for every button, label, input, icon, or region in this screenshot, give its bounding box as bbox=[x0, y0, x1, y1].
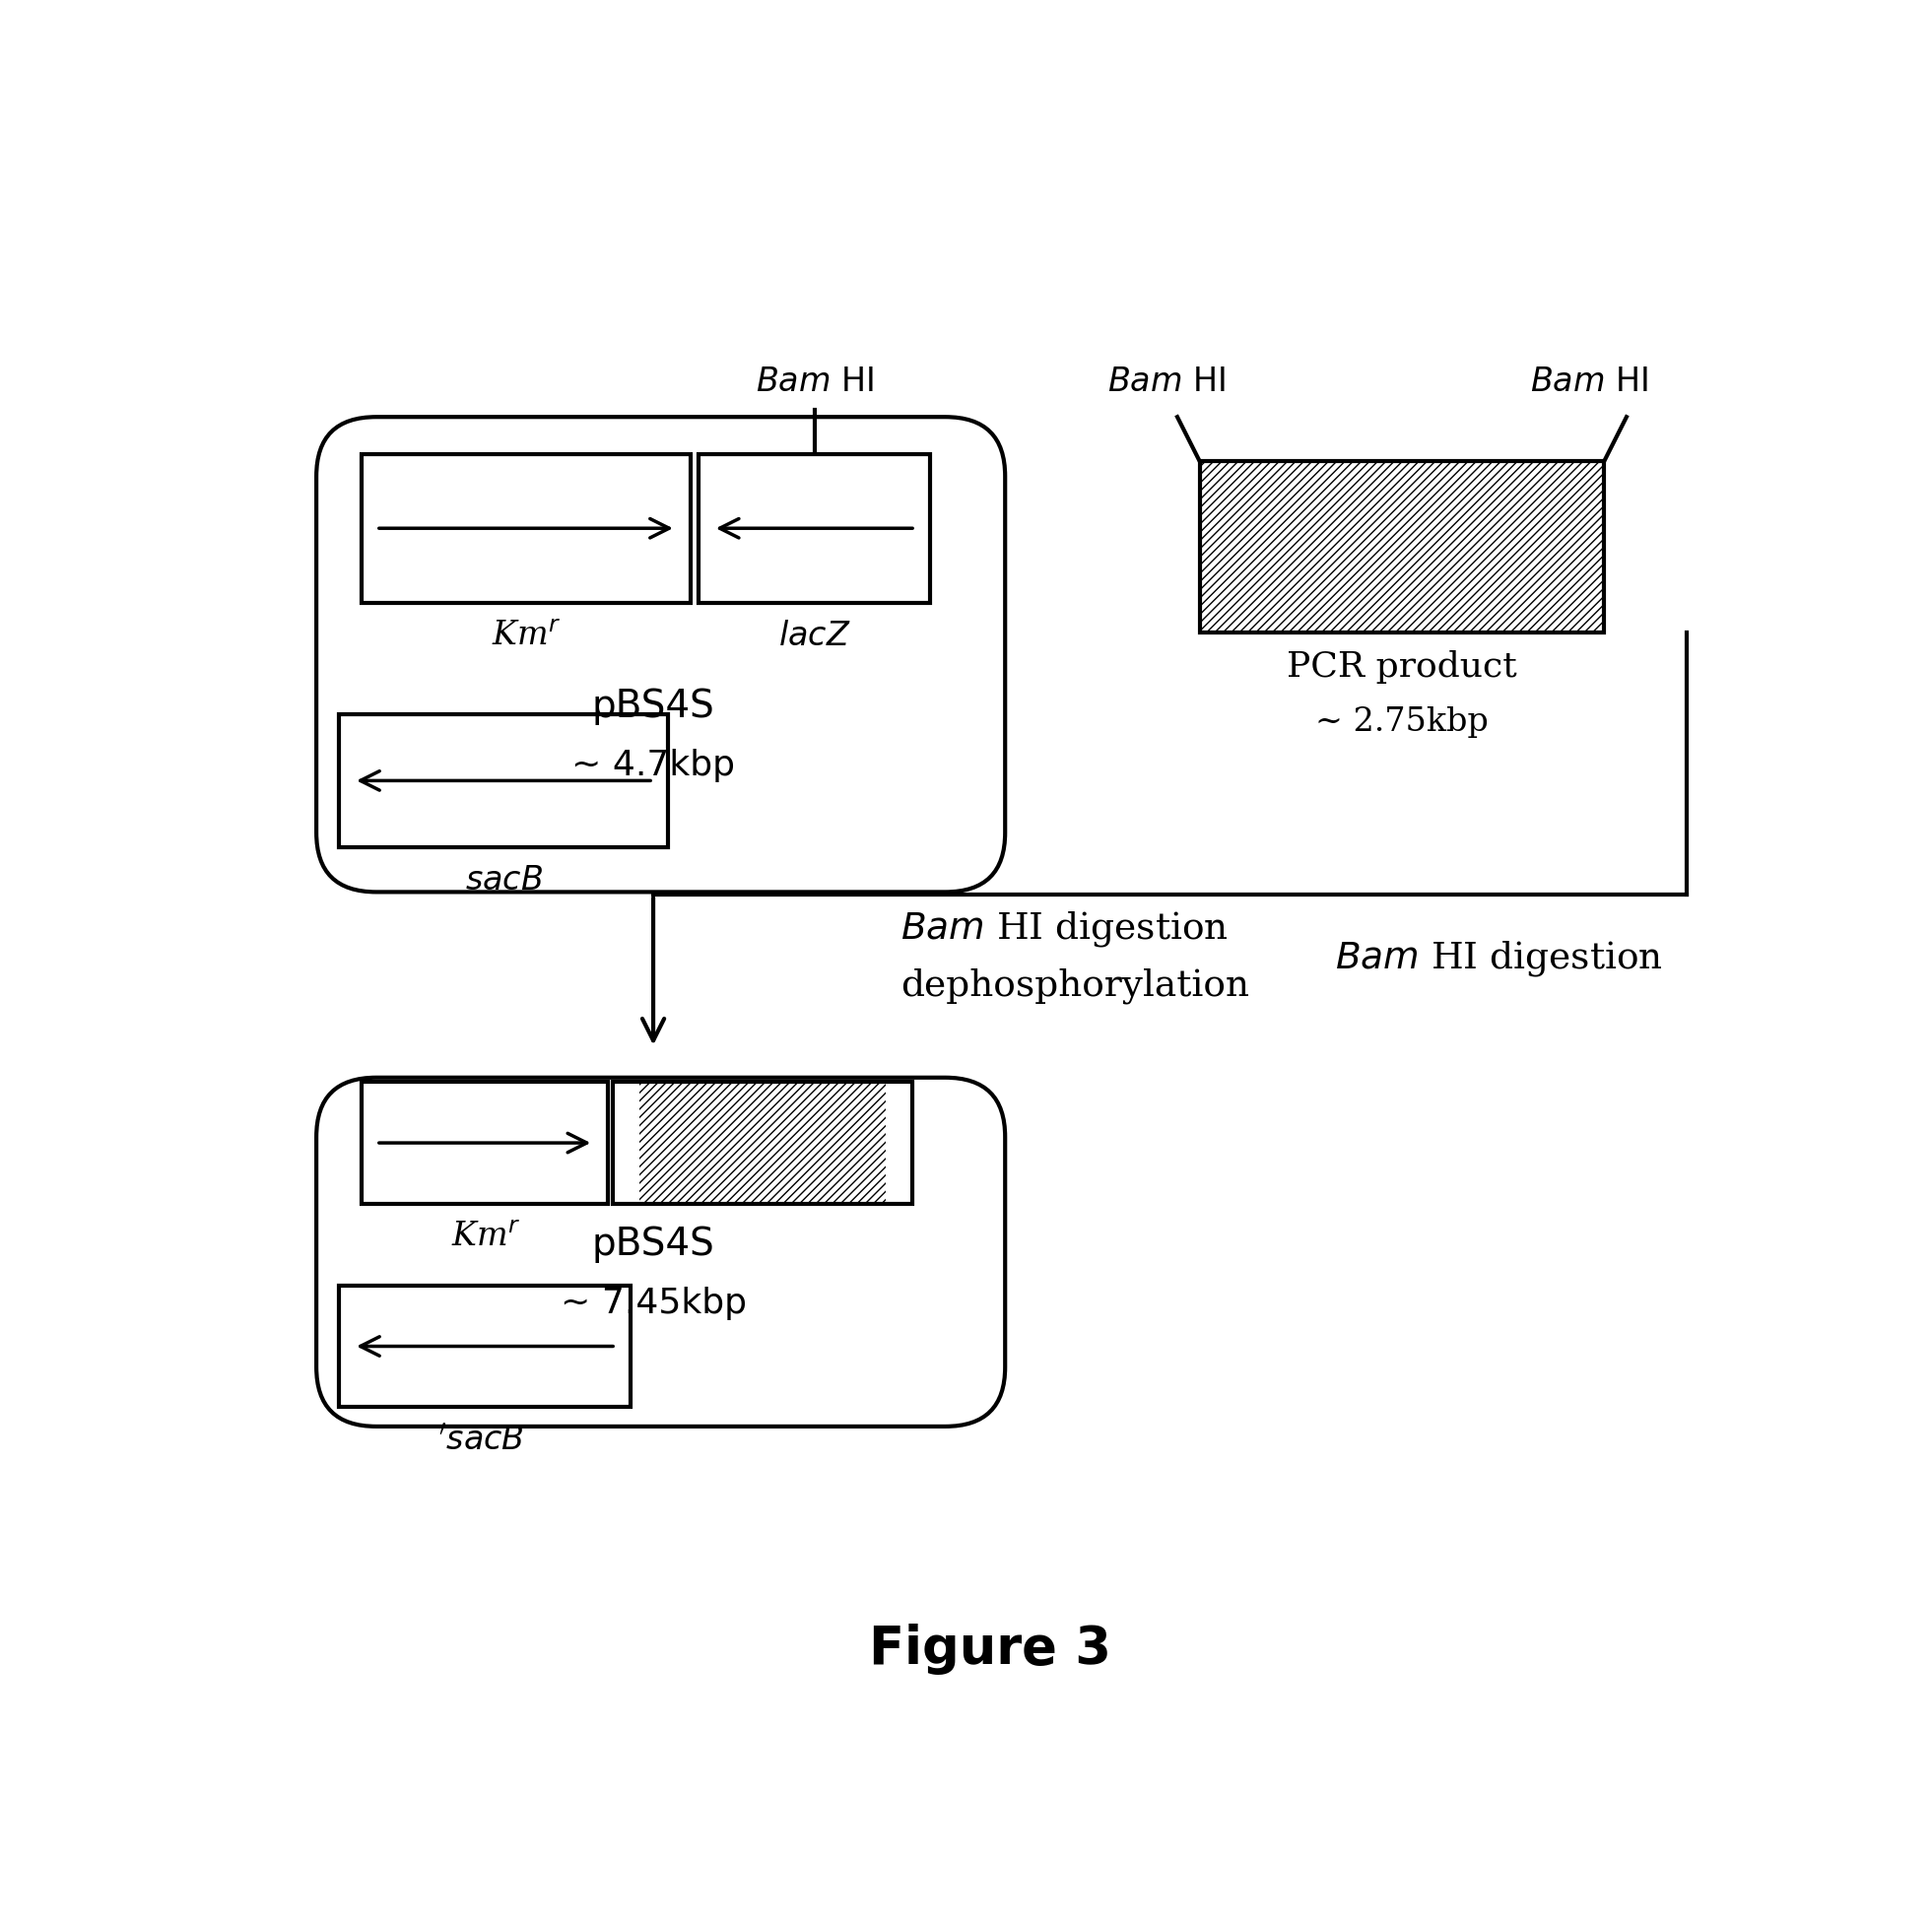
Text: $\it{Bam}$ HI: $\it{Bam}$ HI bbox=[755, 364, 873, 397]
Bar bbox=[639, 1082, 885, 1203]
Text: Km$^r$: Km$^r$ bbox=[491, 621, 560, 652]
Text: Km$^r$: Km$^r$ bbox=[450, 1222, 520, 1253]
Text: $\it{Bam}$ HI: $\it{Bam}$ HI bbox=[1107, 364, 1227, 397]
Bar bbox=[885, 1082, 912, 1203]
Text: $\it{Bam}$ HI digestion: $\it{Bam}$ HI digestion bbox=[900, 910, 1229, 949]
Text: $\it{Bam}$ HI: $\it{Bam}$ HI bbox=[1530, 364, 1648, 397]
Text: Figure 3: Figure 3 bbox=[869, 1623, 1111, 1675]
Bar bbox=[338, 1286, 632, 1407]
Text: $\it{'sacB}$: $\it{'sacB}$ bbox=[439, 1425, 524, 1456]
Text: pBS4S: pBS4S bbox=[591, 1224, 715, 1263]
Text: ~ 7.45kbp: ~ 7.45kbp bbox=[560, 1286, 746, 1321]
Text: $\it{Bam}$ HI digestion: $\it{Bam}$ HI digestion bbox=[1335, 939, 1663, 979]
Bar bbox=[361, 1082, 609, 1203]
Text: ~ 2.75kbp: ~ 2.75kbp bbox=[1316, 706, 1488, 738]
Text: PCR product: PCR product bbox=[1287, 650, 1517, 684]
Bar bbox=[697, 455, 931, 602]
Text: dephosphorylation: dephosphorylation bbox=[900, 968, 1250, 1003]
Text: ~ 4.7kbp: ~ 4.7kbp bbox=[572, 750, 734, 783]
Bar bbox=[338, 713, 668, 848]
Bar bbox=[612, 1082, 639, 1203]
FancyBboxPatch shape bbox=[317, 416, 1005, 893]
Text: $\it{lacZ}$: $\it{lacZ}$ bbox=[779, 621, 852, 652]
Bar bbox=[361, 455, 692, 602]
Text: pBS4S: pBS4S bbox=[591, 688, 715, 725]
Text: $\it{sacB}$: $\it{sacB}$ bbox=[464, 866, 543, 897]
Bar bbox=[1200, 461, 1604, 632]
Bar bbox=[612, 1082, 912, 1203]
FancyBboxPatch shape bbox=[317, 1078, 1005, 1427]
